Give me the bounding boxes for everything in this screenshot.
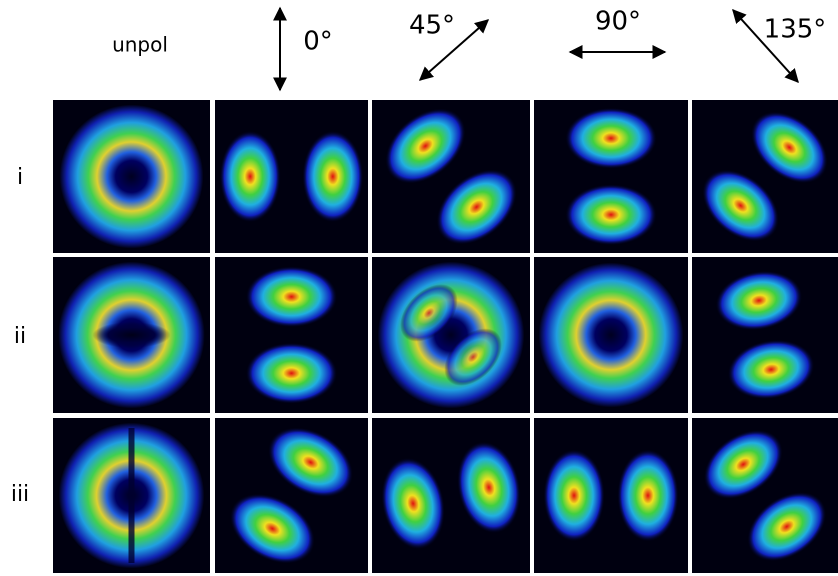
beam-image: [692, 418, 838, 573]
lobe: [565, 184, 657, 246]
dark-core: [92, 321, 171, 349]
beam-image: [215, 100, 368, 253]
row-label: iii: [11, 482, 29, 507]
lobe: [703, 429, 783, 500]
lobe: [400, 284, 458, 342]
beam-image: [534, 418, 688, 573]
lobe: [457, 441, 521, 534]
column-label: 135°: [764, 15, 827, 45]
lobe: [436, 169, 517, 245]
lobe: [245, 342, 338, 404]
lobe: [385, 108, 466, 184]
lobe: [268, 427, 354, 498]
lobe: [747, 491, 827, 562]
beam-image: [692, 257, 838, 413]
headers: unpol 0° 45° 90° 135°: [112, 7, 827, 92]
lobe: [245, 266, 338, 328]
column-label: 45°: [409, 11, 455, 41]
image-grid: [53, 100, 838, 573]
column-label: 0°: [303, 27, 333, 57]
beam-image: [372, 257, 530, 413]
lobe: [219, 130, 281, 223]
beam-image: [53, 418, 210, 573]
beam-image: [215, 257, 368, 413]
row-label: i: [17, 165, 23, 190]
lobe: [543, 449, 605, 542]
lobe: [727, 339, 815, 400]
polarization-arrow: [732, 8, 799, 84]
lobe: [617, 449, 679, 542]
beam-image: [534, 257, 688, 413]
lobe: [444, 328, 502, 386]
lobe: [702, 169, 780, 242]
dark-split: [128, 428, 135, 563]
lobe: [750, 111, 828, 184]
beam-image: [215, 418, 368, 573]
donut: [377, 261, 525, 409]
row-labels: i ii iii: [11, 165, 29, 507]
column-label: unpol: [112, 33, 168, 57]
lobe: [565, 107, 657, 169]
beam-image: [372, 100, 530, 253]
lobe: [715, 270, 803, 331]
polarization-arrow: [418, 19, 490, 81]
lobe: [302, 130, 364, 223]
column-label: 90°: [595, 7, 641, 37]
beam-image: [534, 100, 688, 253]
lobe: [229, 493, 315, 564]
beam-image: [53, 257, 210, 413]
lobe: [381, 457, 445, 550]
beam-image: [372, 418, 530, 573]
row-label: ii: [14, 324, 26, 349]
beam-image: [53, 100, 210, 253]
donut: [538, 262, 684, 408]
beam-image: [692, 100, 838, 253]
donut: [59, 104, 204, 249]
